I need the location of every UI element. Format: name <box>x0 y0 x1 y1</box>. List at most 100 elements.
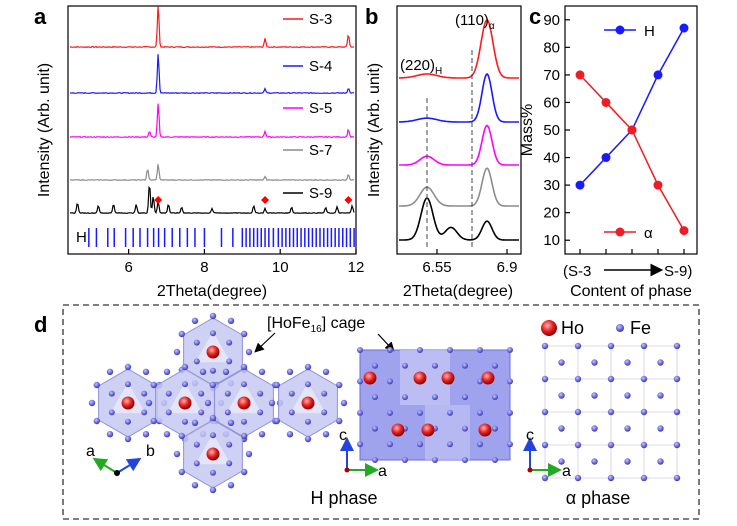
panel-c-tick-label: 70 <box>543 67 560 84</box>
fe-atom <box>165 409 172 416</box>
fe-atom <box>417 409 423 416</box>
fe-atom <box>574 408 582 416</box>
panel-a-tick-label: 8 <box>200 259 208 276</box>
fe-atom <box>182 381 188 388</box>
panel-b-series-S-3 <box>399 18 519 79</box>
fe-atom <box>141 409 148 416</box>
panel-b-frame <box>396 5 522 255</box>
fe-atom <box>173 348 181 356</box>
fe-atom <box>372 425 378 432</box>
h-phase-side-view <box>357 347 513 463</box>
panel-b-series-S-7 <box>399 167 519 207</box>
panel-a-reference-label: H <box>76 229 87 246</box>
fe-atom <box>607 408 615 416</box>
fe-atom <box>150 381 157 389</box>
legend-fe-text: Fe <box>630 318 651 338</box>
panel-c-tick-label: 80 <box>543 39 560 56</box>
panel-a-diamond-marker <box>261 196 270 204</box>
ho-atom <box>478 423 492 437</box>
fe-atom <box>224 390 231 397</box>
panel-a-tick-label: 10 <box>272 259 289 276</box>
axis-a-label-alpha: a <box>562 463 571 480</box>
fe-atom <box>657 458 664 465</box>
fe-atom <box>198 409 205 416</box>
fe-atom <box>209 381 216 389</box>
fe-atom <box>93 417 101 425</box>
panel-c-legend-marker <box>615 25 625 35</box>
fe-atom <box>241 418 247 425</box>
fe-atom <box>145 399 153 407</box>
fe-atom <box>336 417 343 425</box>
fe-atom <box>640 441 648 449</box>
panel-c-legend-label: α <box>644 225 653 242</box>
panel-a-tick-label: 12 <box>348 259 365 276</box>
fe-atom <box>93 381 101 389</box>
fe-atom <box>210 330 216 337</box>
fe-atom <box>178 468 185 476</box>
fe-atom <box>357 441 363 448</box>
panel-a-label: a <box>34 4 47 29</box>
panel-b-tick-label: 6.55 <box>422 259 451 276</box>
fe-atom <box>432 362 438 369</box>
panel-b-xlabel: 2Theta(degree) <box>403 283 513 300</box>
fe-atom <box>492 362 498 369</box>
fe-atom <box>304 435 312 443</box>
panel-a-legend-label: S-4 <box>309 58 332 75</box>
fe-atom <box>541 408 549 416</box>
panel-b-ylabel: Intensity (Arb. unit) <box>366 63 383 197</box>
panel-a-legend: S-3 S-4 S-5 S-7 S-9 <box>283 11 332 202</box>
ho-atom <box>237 396 251 410</box>
fe-atom <box>245 450 253 458</box>
panel-c-legend: Hα <box>604 23 655 242</box>
fe-atom <box>108 390 115 397</box>
panel-d-label: d <box>34 312 47 337</box>
fe-atom <box>507 441 513 448</box>
fe-atom <box>182 418 188 425</box>
fe-atom <box>193 358 200 365</box>
fe-atom <box>447 409 453 416</box>
panel-a-diamond-marker <box>154 196 163 204</box>
panel-b-series-S-9 <box>399 197 519 241</box>
panel-a-series-S-5 <box>69 103 355 139</box>
ho-atom <box>441 371 455 385</box>
fe-atom <box>209 486 217 494</box>
panel-c-plot: 10 20 30 40 50 60 70 80 90 Hα (S-3 S-9) Content … <box>519 5 698 300</box>
panel-a-diamond-marker <box>344 196 353 204</box>
fe-atom <box>163 431 171 438</box>
fe-atom <box>106 431 114 438</box>
fe-atom <box>273 381 280 389</box>
fe-atom <box>288 409 295 416</box>
fe-atom <box>462 394 468 401</box>
panel-c-point-α <box>575 70 585 80</box>
fe-atom <box>322 368 330 375</box>
panel-a-frame <box>67 5 357 255</box>
fe-atom <box>492 457 498 463</box>
fe-atom <box>372 457 378 463</box>
fe-atom <box>591 458 598 465</box>
fe-atom <box>305 381 311 388</box>
fe-atom <box>477 409 483 416</box>
fe-atom <box>541 342 549 350</box>
fe-atom <box>357 378 363 385</box>
fe-atom <box>402 394 408 401</box>
fe-atom <box>258 368 266 375</box>
h-phase-label: H phase <box>310 488 377 508</box>
fe-atom <box>507 409 513 416</box>
fe-atom <box>178 432 185 440</box>
axes-ca-h: c a <box>339 427 387 480</box>
panel-b-annot-h: (220)H <box>400 57 442 77</box>
fe-atom <box>624 392 631 399</box>
fe-atom <box>193 339 200 346</box>
fe-atom <box>245 348 253 356</box>
fe-atom <box>106 368 114 375</box>
fe-atom <box>432 457 438 463</box>
panel-a-series-S-9 <box>69 186 355 215</box>
axis-c-label-alpha: c <box>526 427 534 444</box>
legend-ho-marker <box>541 320 557 336</box>
fe-atom <box>591 359 598 366</box>
fe-atom <box>507 347 513 353</box>
fe-atom <box>224 409 231 416</box>
fe-atom <box>417 441 423 448</box>
panel-c-y-ticks: 10 20 30 40 50 60 70 80 90 <box>543 12 685 254</box>
panel-c-tick-label: 50 <box>543 122 560 139</box>
